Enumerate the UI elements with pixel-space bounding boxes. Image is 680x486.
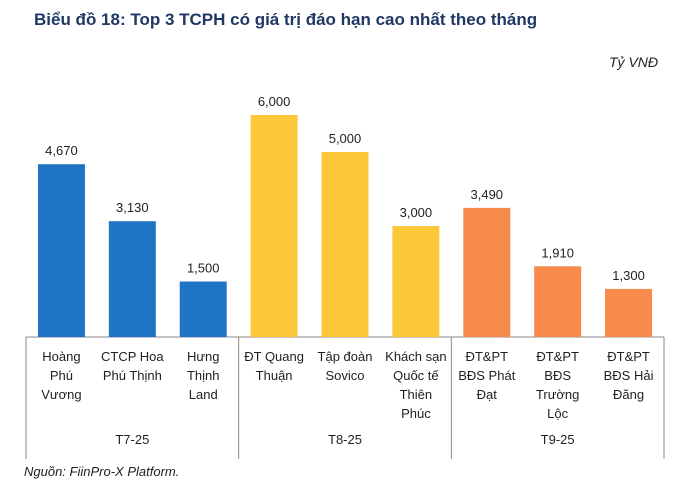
bar-T7-25-3	[179, 281, 227, 337]
category-label: ĐT&PT	[465, 349, 508, 364]
bar-value-label: 6,000	[258, 94, 291, 109]
chart-title: Biểu đồ 18: Top 3 TCPH có giá trị đáo hạ…	[34, 10, 538, 29]
group-label: T7-25	[115, 432, 149, 447]
category-label: Phúc	[401, 406, 431, 421]
category-label: Thịnh	[187, 368, 220, 383]
category-label: Hoàng	[42, 349, 80, 364]
bar-T8-25-3	[392, 226, 440, 337]
category-label: Vương	[41, 387, 81, 402]
bar-value-label: 3,000	[400, 205, 433, 220]
bar-value-label: 1,910	[541, 245, 574, 260]
bar-T9-25-1	[463, 207, 511, 337]
bar-value-label: 1,300	[612, 268, 645, 283]
unit-label: Tỷ VNĐ	[609, 54, 658, 70]
category-label: Sovico	[325, 368, 364, 383]
bar-T7-25-2	[108, 221, 156, 337]
bar-value-label: 1,500	[187, 261, 220, 276]
bar-value-label: 4,670	[45, 143, 78, 158]
category-label: Phú	[50, 368, 73, 383]
category-label: ĐT&PT	[536, 349, 579, 364]
bar-T9-25-3	[605, 288, 653, 337]
bar-value-label: 3,490	[471, 187, 504, 202]
bar-value-label: 3,130	[116, 200, 149, 215]
group-label: T8-25	[328, 432, 362, 447]
category-label: Land	[189, 387, 218, 402]
bar-value-label: 5,000	[329, 131, 362, 146]
category-label: Khách sạn	[385, 349, 446, 364]
category-label: ĐT Quang	[244, 349, 304, 364]
category-label: Tập đoàn	[318, 349, 373, 364]
category-label: ĐT&PT	[607, 349, 650, 364]
category-label: Thuận	[256, 368, 293, 383]
category-label: BĐS	[544, 368, 571, 383]
category-label: Đạt	[477, 387, 498, 402]
bar-T8-25-2	[321, 152, 369, 337]
category-label: Thiên	[400, 387, 433, 402]
category-label: Hưng	[187, 349, 220, 364]
bar-T9-25-2	[534, 266, 582, 337]
category-label: BĐS Hải	[604, 368, 654, 383]
category-label: Phú Thịnh	[103, 368, 162, 383]
category-label: Lộc	[547, 406, 568, 421]
category-label: CTCP Hoa	[101, 349, 164, 364]
bar-T8-25-1	[250, 115, 298, 337]
source-note: Nguồn: FiinPro-X Platform.	[24, 464, 180, 479]
category-label: Đăng	[613, 387, 644, 402]
bar-T7-25-1	[37, 164, 85, 337]
category-label: BĐS Phát	[458, 368, 515, 383]
category-label: Quốc tế	[393, 368, 439, 383]
category-label: Trường	[536, 387, 579, 402]
group-label: T9-25	[541, 432, 575, 447]
